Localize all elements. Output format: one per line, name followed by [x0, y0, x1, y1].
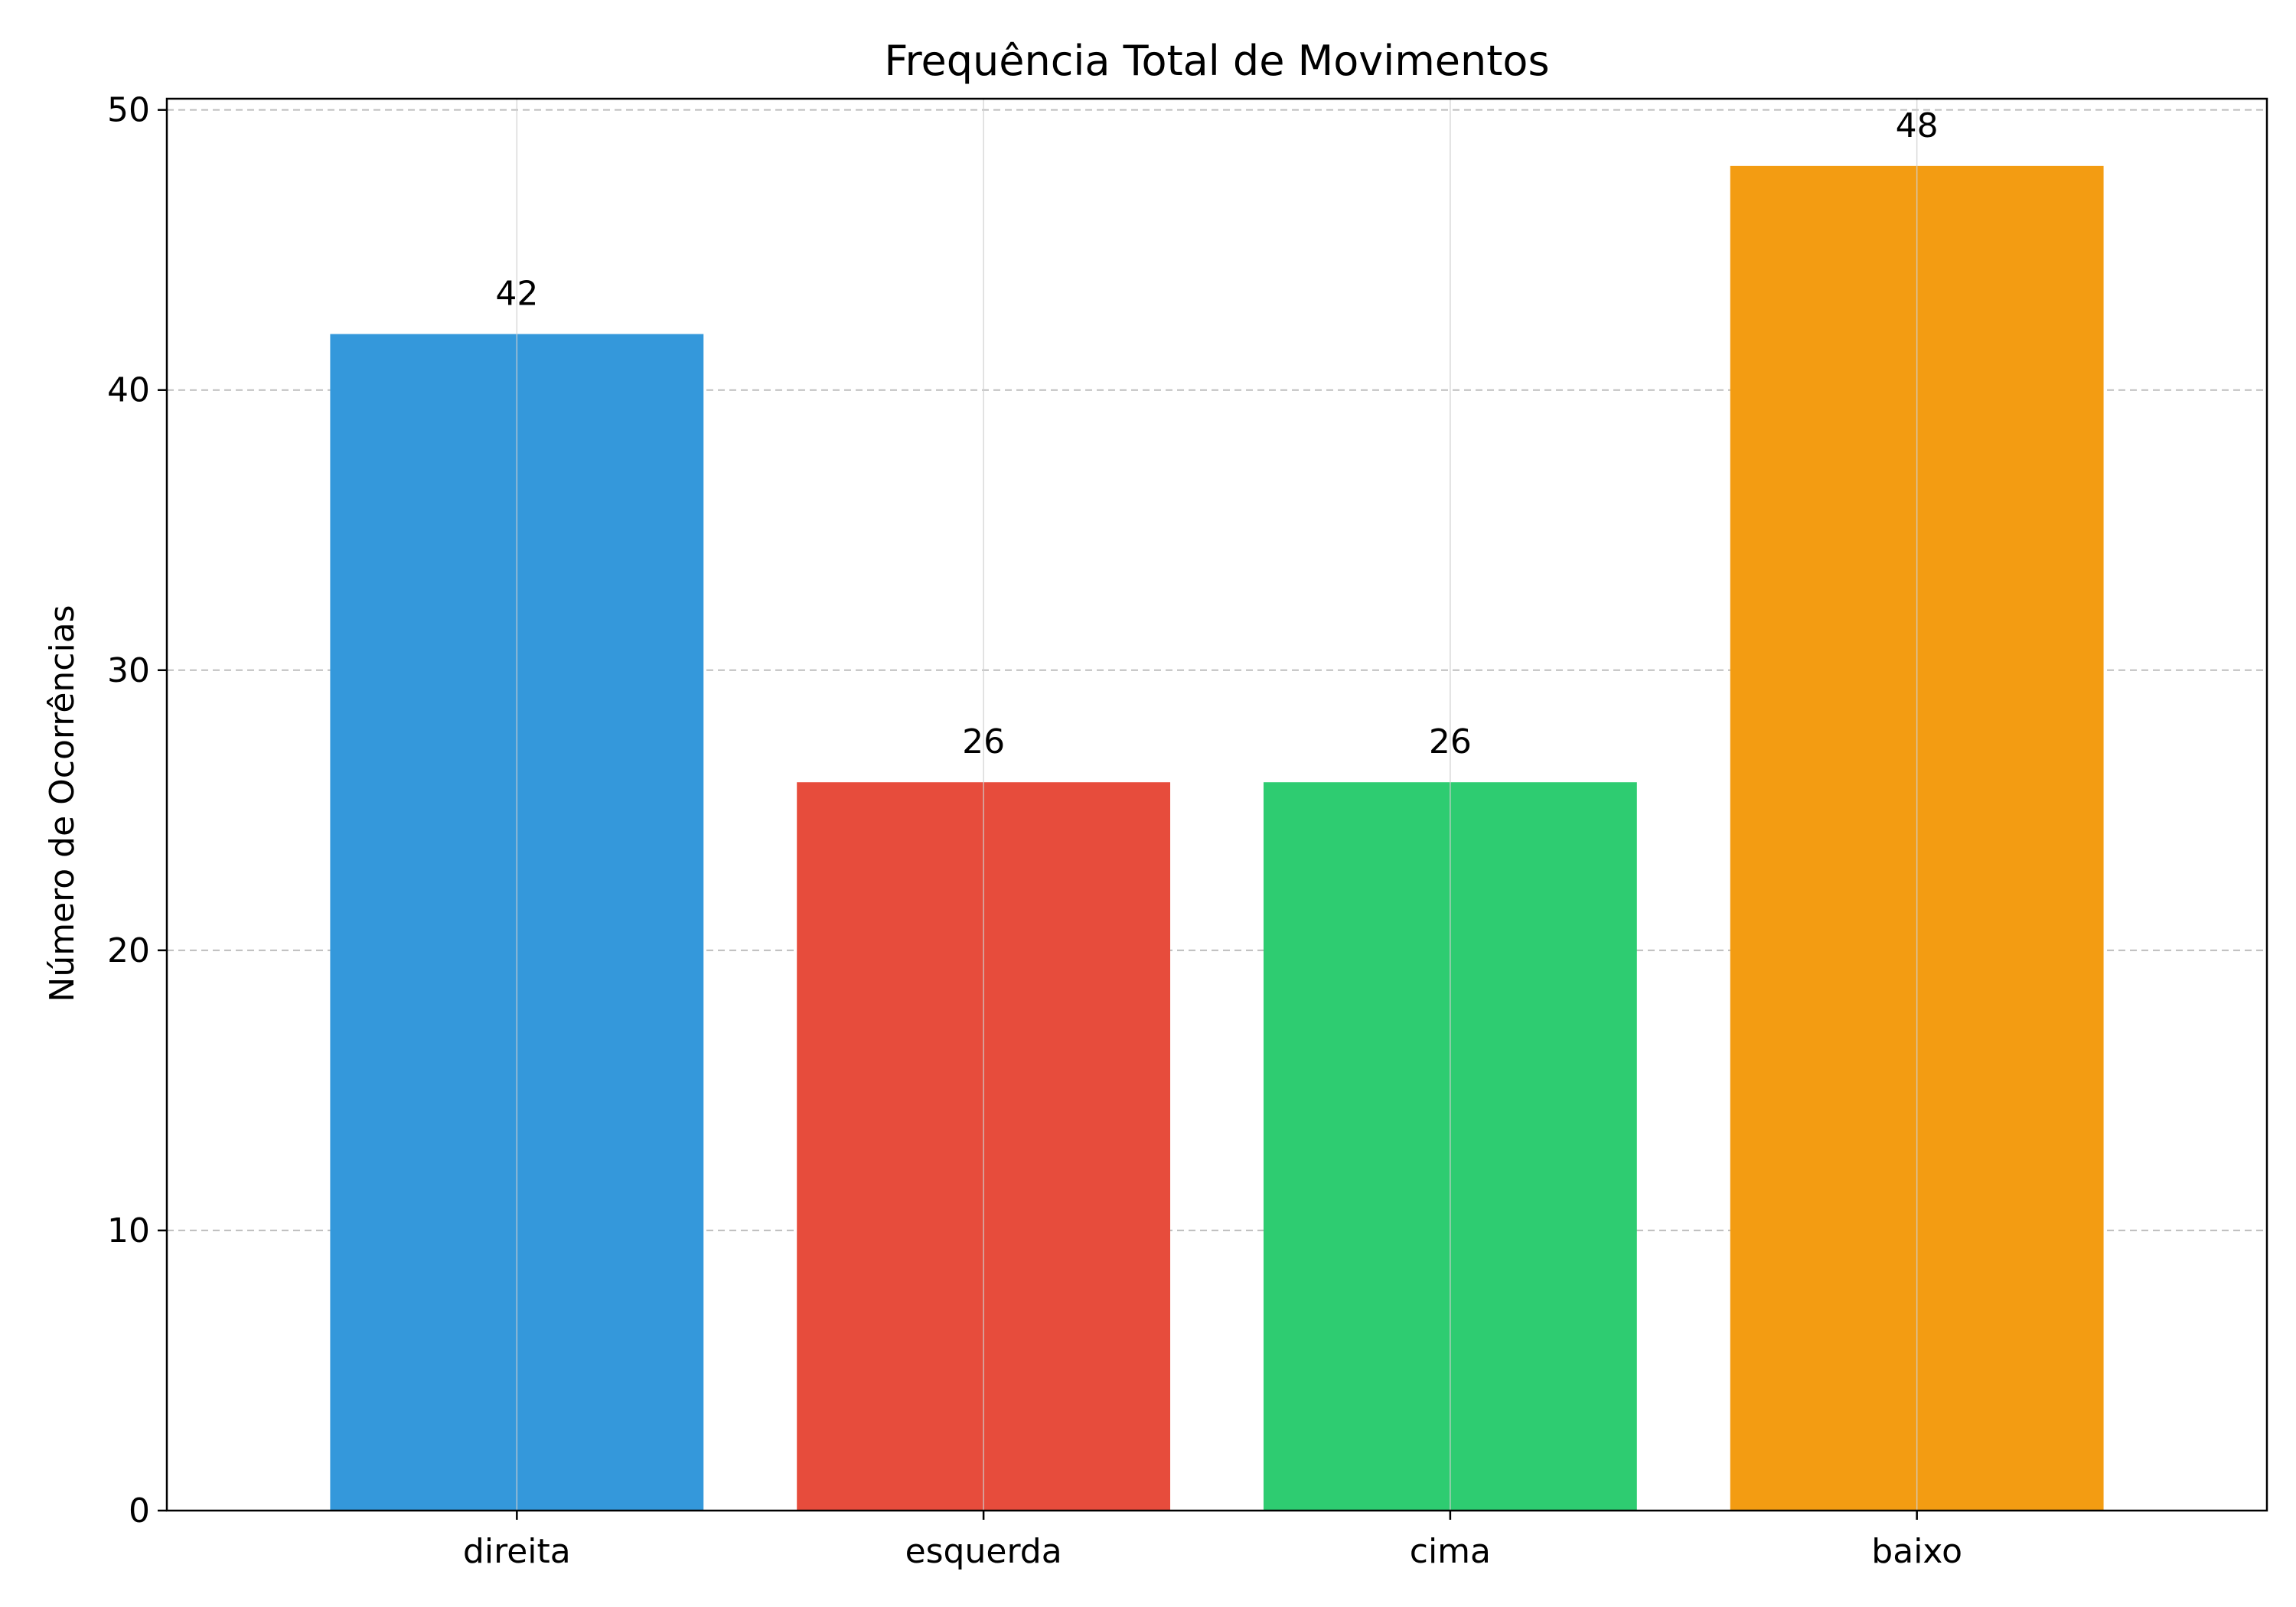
y-tick-label: 50	[107, 91, 150, 130]
y-tick-label: 20	[107, 931, 150, 970]
chart-title: Frequência Total de Movimentos	[884, 37, 1549, 85]
data-label-baixo: 48	[1896, 106, 1939, 145]
x-tick-label-esquerda: esquerda	[905, 1532, 1062, 1571]
x-tick-label-direita: direita	[463, 1532, 571, 1571]
y-tick-label: 0	[129, 1491, 150, 1530]
data-label-esquerda: 26	[962, 722, 1005, 761]
y-axis-label: Número de Ocorrências	[43, 605, 82, 1002]
x-tick-label-cima: cima	[1410, 1532, 1491, 1571]
y-axis-ticks: 0 10 20 30 40 50	[107, 91, 167, 1530]
vertical-grid-lines	[516, 99, 1918, 1511]
bars	[330, 165, 2104, 1511]
data-label-direita: 42	[495, 275, 538, 314]
data-labels: 42 26 26 48	[495, 106, 1938, 761]
y-tick-label: 10	[107, 1211, 150, 1250]
x-tick-label-baixo: baixo	[1871, 1532, 1962, 1571]
y-tick-label: 40	[107, 371, 150, 410]
x-axis-ticks: direita esquerda cima baixo	[463, 1511, 1962, 1571]
y-tick-label: 30	[107, 651, 150, 690]
plot-frame	[165, 97, 2268, 1512]
data-label-cima: 26	[1429, 722, 1472, 761]
